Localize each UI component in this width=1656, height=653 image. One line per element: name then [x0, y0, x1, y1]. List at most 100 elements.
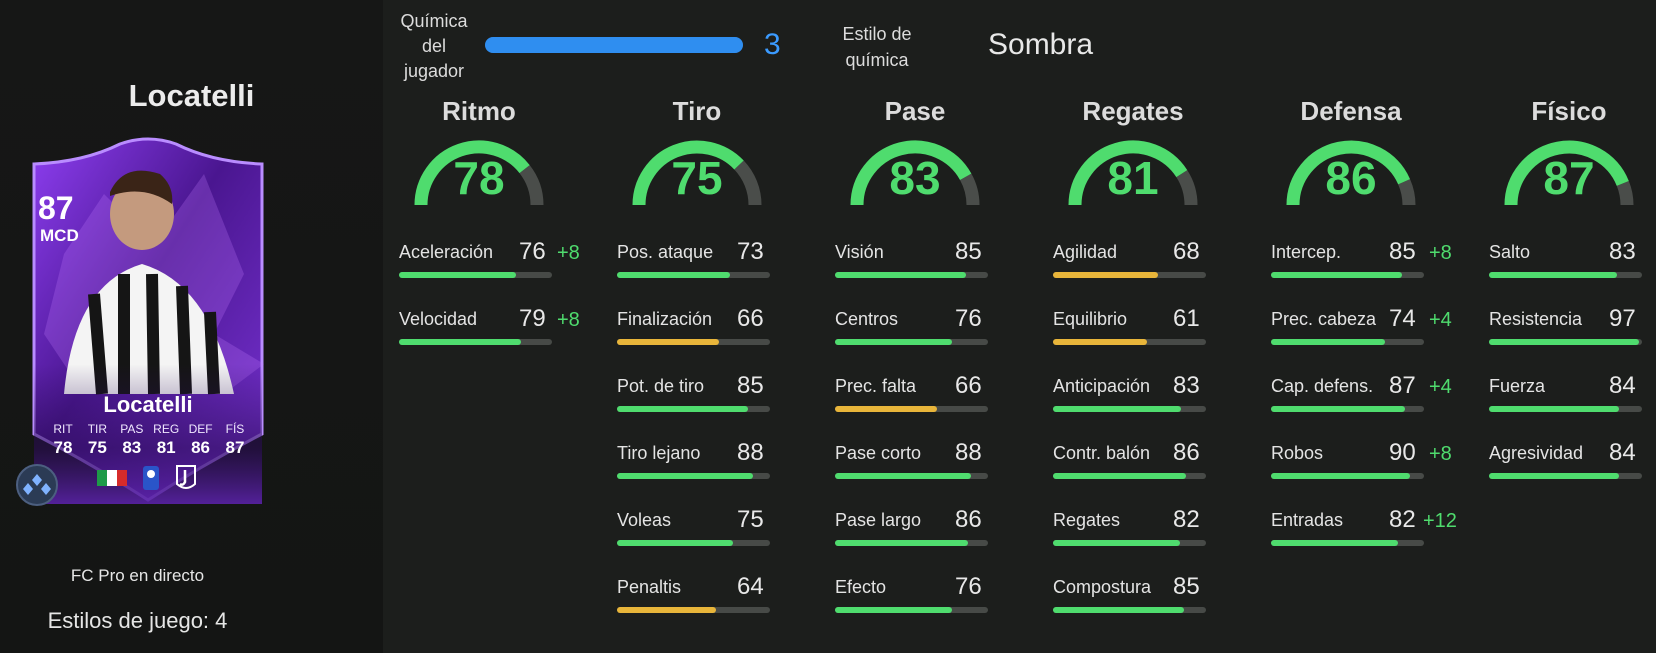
gauge-track [734, 160, 762, 206]
stat-category-5: Físico 87 [1489, 96, 1649, 213]
card-stat-value: 81 [156, 438, 176, 457]
category-gauge: 87 [1489, 133, 1649, 213]
attribute-value: 97 [1609, 305, 1636, 332]
player-card[interactable]: 87 MCD Locatelli RIT 78 TIR 75 PAS 83 REG 81… [24, 134, 272, 506]
attribute-name: Voleas [617, 510, 672, 530]
card-stat-label: FÍS [225, 422, 245, 436]
attribute-value: 79 [519, 305, 546, 332]
attribute-bar [1271, 540, 1424, 546]
attribute-name: Penaltis [617, 577, 682, 597]
category-title: Tiro [672, 96, 722, 126]
attribute-name: Cap. defens. [1271, 376, 1374, 396]
attribute-bonus: +4 [1429, 376, 1452, 398]
attribute-value: 61 [1173, 305, 1200, 332]
playstyles-count: Estilos de juego: 4 [47, 608, 228, 633]
attribute-bar [617, 473, 770, 479]
stat-category-1: Tiro 75 [617, 96, 777, 213]
attribute-name: Finalización [617, 309, 713, 329]
attribute-value: 85 [737, 372, 764, 399]
attribute-bar [617, 607, 770, 613]
attribute-bar-fill [1053, 473, 1186, 479]
category-gauge: 81 [1053, 133, 1213, 213]
attribute-bar [835, 607, 988, 613]
stats-panel [383, 0, 1656, 653]
attribute-name: Pos. ataque [617, 242, 714, 262]
attribute-name: Pase corto [835, 443, 922, 463]
league-logo-icon [143, 466, 159, 490]
attribute-name: Visión [835, 242, 884, 262]
attribute-name: Agilidad [1053, 242, 1118, 262]
attribute-value: 86 [1173, 439, 1200, 466]
card-stat-value: 78 [53, 438, 73, 457]
category-value: 81 [1107, 152, 1159, 204]
category-value: 86 [1325, 152, 1377, 204]
attribute-value: 76 [519, 238, 546, 265]
attribute-name: Regates [1053, 510, 1121, 530]
attribute-bar [1489, 406, 1642, 412]
attribute-bar-fill [1489, 406, 1619, 412]
attribute-bar [835, 272, 988, 278]
attribute-bar-fill [1271, 540, 1398, 546]
category-title: Ritmo [442, 96, 516, 126]
attribute-name: Resistencia [1489, 309, 1583, 329]
attribute-name: Prec. cabeza [1271, 309, 1377, 329]
card-stat: DEF 86 [184, 422, 218, 458]
attribute-bar-fill [399, 272, 517, 278]
attribute-bar-fill [835, 339, 953, 345]
gauge-fill [414, 140, 530, 206]
attribute-bar [835, 406, 988, 412]
card-stat-label: DEF [188, 422, 213, 436]
card-stat-label: PAS [120, 422, 144, 436]
attribute-bar-fill [617, 272, 730, 278]
attribute-bonus: +8 [557, 242, 580, 264]
attribute-bar [835, 339, 988, 345]
attribute-name: Centros [835, 309, 899, 329]
attribute-value: 68 [1173, 238, 1200, 265]
card-stat-label: TIR [87, 422, 108, 436]
attribute-bar [1053, 339, 1206, 345]
attribute-bar [399, 272, 552, 278]
card-stat: RIT 78 [46, 422, 80, 458]
card-badges [97, 465, 196, 490]
chem-style-value[interactable]: Sombra [988, 28, 1094, 61]
category-title: Pase [884, 96, 946, 126]
category-title: Físico [1531, 96, 1607, 126]
category-title: Defensa [1300, 96, 1402, 126]
attribute-bonus: +4 [1429, 309, 1452, 331]
attribute-name: Anticipación [1053, 376, 1151, 396]
attribute-value: 76 [955, 573, 982, 600]
attribute-bar [617, 406, 770, 412]
attribute-name: Contr. balón [1053, 443, 1151, 463]
attribute-name: Robos [1271, 443, 1324, 463]
attribute-bar-fill [1053, 272, 1159, 278]
attribute-name: Velocidad [399, 309, 478, 329]
attribute-bar [1271, 272, 1424, 278]
attribute-bar [1053, 272, 1206, 278]
attribute-bar-fill [1053, 607, 1185, 613]
chemistry-bar [485, 37, 743, 53]
gauge-fill [850, 140, 972, 206]
club-crest-icon [176, 465, 196, 489]
attribute-name: Efecto [835, 577, 887, 597]
attribute-value: 82 [1389, 506, 1416, 533]
card-source-label: FC Pro en directo [70, 566, 205, 585]
card-stat-label: RIT [53, 422, 73, 436]
card-stat-value: 86 [191, 438, 211, 457]
player-panel: Locatelli [0, 0, 383, 653]
stat-category-4: Defensa 86 [1271, 96, 1431, 213]
attribute-bar [835, 540, 988, 546]
attribute-name: Compostura [1053, 577, 1152, 597]
card-stat: TIR 75 [80, 422, 114, 458]
attribute-bar [1271, 473, 1424, 479]
attribute-name: Pot. de tiro [617, 376, 705, 396]
attribute-name: Intercep. [1271, 242, 1342, 262]
attribute-value: 84 [1609, 439, 1636, 466]
attribute-name: Agresividad [1489, 443, 1584, 463]
attribute-bar-fill [1271, 339, 1386, 345]
attribute-name: Tiro lejano [617, 443, 701, 463]
attribute-bonus: +12 [1423, 510, 1457, 532]
chem-style-label: Estilo de química [842, 24, 912, 70]
gauge-track [1616, 180, 1634, 206]
stat-category-3: Regates 81 [1053, 96, 1213, 213]
attribute-bar [835, 473, 988, 479]
